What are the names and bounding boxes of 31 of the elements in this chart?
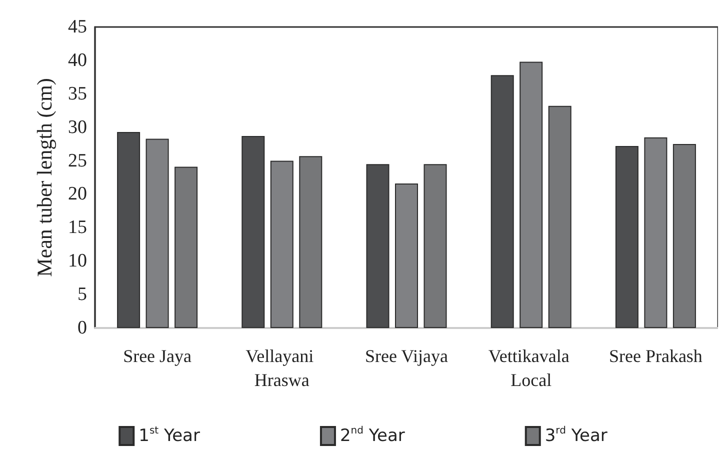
y-tick-label: 15 (68, 217, 87, 238)
y-axis-title: Mean tuber length (cm) (32, 78, 56, 277)
bar (117, 132, 140, 328)
bar (490, 75, 514, 328)
y-tick-label: 35 (68, 83, 87, 104)
bar (672, 144, 696, 328)
x-tick-label: Sree Jaya (123, 346, 192, 366)
bar (299, 156, 322, 328)
bar (424, 164, 447, 328)
x-tick-label: Vettikavala Local (488, 346, 574, 390)
bar (520, 62, 543, 328)
bar (395, 184, 418, 328)
bar (270, 160, 294, 328)
y-tick-label: 40 (68, 50, 87, 71)
y-tick-label: 0 (78, 318, 87, 338)
bar (615, 146, 638, 328)
bar (174, 166, 198, 328)
y-tick-label: 20 (68, 184, 87, 205)
y-tick-label: 10 (68, 250, 87, 272)
y-tick-label: 45 (68, 16, 87, 38)
x-tick-label: Sree Vijaya (364, 346, 448, 366)
bar (242, 136, 265, 328)
y-tick-label: 5 (78, 284, 87, 306)
bar (644, 137, 668, 328)
x-tick-label: Vellayani Hraswa (246, 346, 318, 390)
x-tick-label: Sree Prakash (608, 346, 702, 366)
y-tick-label: 30 (68, 116, 87, 138)
bar (548, 106, 572, 328)
y-tick-label: 25 (68, 150, 87, 172)
bar (146, 138, 169, 328)
bar (366, 164, 390, 328)
